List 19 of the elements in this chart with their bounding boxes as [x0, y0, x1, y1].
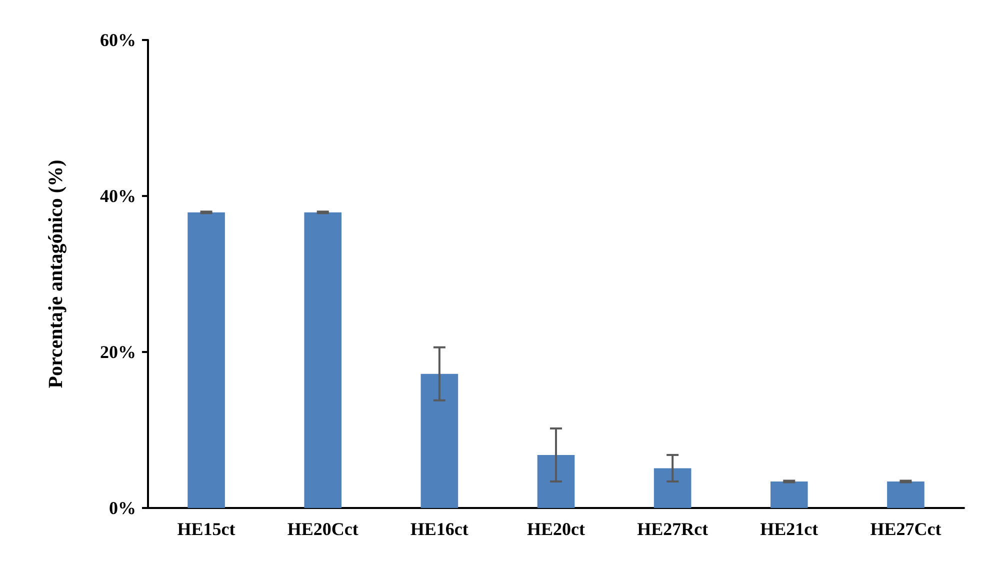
y-tick-label: 0% — [109, 498, 136, 518]
bar — [654, 468, 692, 508]
bar — [537, 454, 575, 508]
y-tick-label: 20% — [100, 342, 136, 362]
bar — [420, 374, 458, 508]
bar — [188, 212, 225, 508]
x-tick-label: HE21ct — [760, 519, 818, 539]
x-tick-label: HE20Cct — [287, 519, 358, 539]
x-tick-label: HE16ct — [410, 519, 468, 539]
x-tick-label: HE15ct — [177, 519, 236, 539]
bar — [887, 481, 924, 508]
bar — [304, 212, 342, 508]
y-tick-label: 40% — [100, 186, 136, 206]
x-tick-label: HE27Cct — [870, 519, 942, 539]
y-axis-title: Porcentaje antagónico (%) — [45, 160, 67, 388]
bar — [770, 481, 808, 508]
x-tick-label: HE20ct — [527, 519, 585, 539]
x-tick-label: HE27Rct — [637, 519, 708, 539]
y-tick-label: 60% — [100, 30, 136, 50]
